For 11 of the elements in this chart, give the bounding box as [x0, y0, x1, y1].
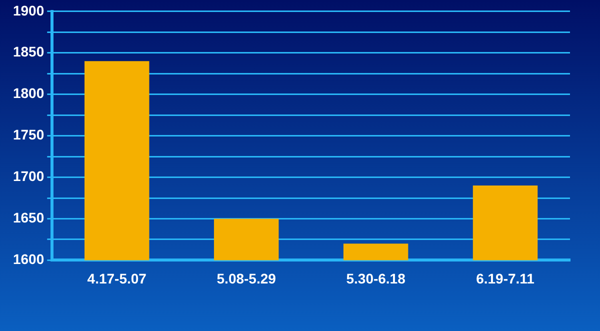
- y-tick-label: 1650: [12, 210, 44, 226]
- y-tick-label: 1800: [12, 85, 44, 102]
- x-tick-label: 6.19-7.11: [476, 270, 535, 286]
- y-tick-label: 1600: [12, 251, 44, 268]
- x-tick-label: 4.17-5.07: [87, 270, 147, 286]
- y-tick-label: 1700: [12, 168, 44, 184]
- y-tick-label: 1750: [12, 126, 44, 143]
- y-tick-label: 1850: [12, 44, 44, 60]
- x-tick-label: 5.30-6.18: [346, 270, 406, 286]
- x-tick-label: 5.08-5.29: [216, 270, 276, 286]
- y-tick-label: 1900: [12, 2, 44, 18]
